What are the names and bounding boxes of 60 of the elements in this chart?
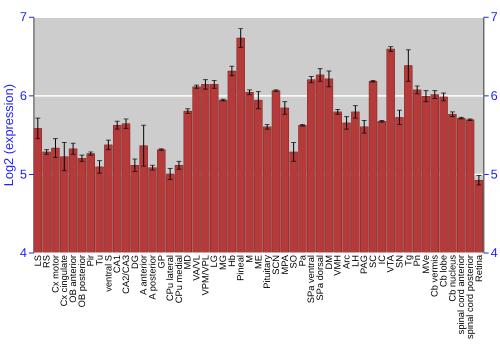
x-tick-label: A posterior [147,254,158,300]
x-tick-label: M [244,254,254,263]
x-tick-label: MD [182,254,193,270]
x-tick-label: Cx motor [50,254,60,293]
x-tick-label: CA1 [112,254,122,274]
x-tick-label: Tu [94,254,105,266]
x-tick-label: CPu medial [174,254,184,304]
x-tick-label: VTA [386,254,396,272]
y2-tick-label: 7 [490,9,498,24]
x-tick-label: DG [130,254,140,269]
x-tick-label: Pituitary [262,254,272,289]
y-tick-label: 7 [20,9,28,24]
x-tick-label: SN [394,254,404,268]
x-tick-label: Cb lobe [438,254,449,288]
x-tick-label: RS [42,254,52,268]
x-tick-label: LH [350,254,360,267]
y-axis-title: Log2 (expression) [1,84,16,186]
x-tick-label: Pn [412,254,422,266]
x-tick-label: PAG [359,254,370,274]
x-tick-label: Cb nucleus [447,254,458,302]
x-tick-label: VPM/VPL [200,254,210,296]
x-tick-label: Retina [474,254,484,282]
x-tick-label: CPu lateral [165,254,176,302]
x-tick-label: MPA [280,254,290,275]
x-tick-label: OB posterior [76,254,87,308]
x-tick-label: Cx cingulate [59,254,70,306]
x-tick-label: spinal cord anterior [456,254,466,334]
x-tick-label: MVe [420,254,431,274]
x-tick-label: Pineal [236,254,246,281]
x-tick-label: ME [253,254,264,269]
x-tick-label: Tg [403,254,414,266]
x-tick-label: A anterior [138,254,149,295]
x-tick-label: Cb vermis [430,254,440,297]
y2-tick-label: 4 [490,244,498,260]
x-tick-label: SPa ventral [306,254,316,304]
x-tick-label: Pa [297,254,308,266]
x-tick-label: VMH [332,254,343,276]
y-tick-label: 4 [20,244,28,260]
x-tick-label: ventral S [103,254,114,292]
y2-tick-label: 6 [490,88,498,103]
x-tick-label: SO [288,254,299,268]
x-tick-label: DM [324,254,334,270]
x-tick-label: spinal cord posterior [465,254,476,339]
x-tick-label: VA/VL [192,254,202,281]
x-tick-label: Pir [86,254,96,266]
x-tick-label: MG [218,254,228,270]
x-tick-label: GP [156,254,166,268]
x-tick-label: SC [368,254,378,268]
y2-tick-label: 5 [490,166,498,182]
y-tick-label: 5 [20,166,28,182]
x-tick-label: Hb [226,254,237,267]
x-tick-label: LG [209,254,220,268]
x-tick-label: OB anterior [68,254,78,303]
x-tick-label: IC [376,254,387,264]
x-tick-label: CA2/CA3 [120,254,131,294]
x-tick-label: Arc [342,254,352,269]
y-tick-label: 6 [20,88,28,103]
x-tick-label: LS [32,254,43,266]
x-tick-label: SPa dorsal [315,254,326,301]
x-tick-label: SCN [270,254,281,275]
